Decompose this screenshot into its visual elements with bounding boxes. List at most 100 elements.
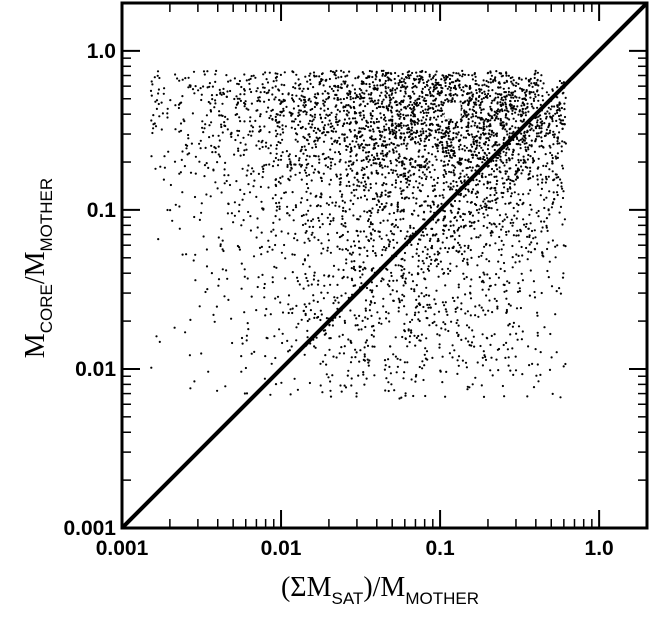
scatter-point bbox=[511, 256, 514, 259]
scatter-point bbox=[290, 126, 293, 129]
scatter-point bbox=[524, 77, 528, 80]
scatter-point bbox=[483, 119, 486, 122]
scatter-point bbox=[558, 142, 561, 145]
scatter-point bbox=[229, 89, 232, 93]
scatter-point bbox=[482, 129, 485, 132]
scatter-point bbox=[505, 107, 508, 110]
scatter-point bbox=[336, 108, 339, 111]
scatter-point bbox=[353, 145, 356, 148]
scatter-point bbox=[242, 219, 245, 222]
scatter-point bbox=[383, 125, 386, 128]
scatter-point bbox=[302, 95, 305, 98]
scatter-point bbox=[456, 319, 459, 322]
scatter-point bbox=[341, 209, 345, 212]
scatter-point bbox=[308, 74, 311, 77]
scatter-point bbox=[409, 138, 412, 141]
scatter-point bbox=[518, 287, 521, 290]
scatter-point bbox=[378, 94, 382, 97]
scatter-point bbox=[523, 91, 527, 94]
scatter-point bbox=[361, 273, 364, 276]
scatter-point bbox=[395, 124, 398, 128]
scatter-point bbox=[547, 241, 550, 244]
scatter-point bbox=[564, 245, 567, 248]
scatter-point bbox=[252, 170, 255, 173]
scatter-point bbox=[261, 165, 264, 168]
scatter-point bbox=[473, 136, 476, 139]
scatter-point bbox=[538, 145, 541, 148]
scatter-point bbox=[525, 246, 528, 250]
scatter-point bbox=[463, 110, 466, 114]
scatter-point bbox=[543, 206, 546, 210]
y-tick-label: 0.1 bbox=[87, 199, 117, 222]
scatter-point bbox=[332, 89, 335, 93]
scatter-point bbox=[508, 132, 511, 135]
scatter-point bbox=[470, 341, 474, 344]
scatter-point bbox=[425, 286, 428, 289]
scatter-point bbox=[272, 221, 275, 224]
scatter-point bbox=[431, 164, 434, 167]
scatter-point bbox=[257, 172, 260, 175]
scatter-point bbox=[280, 230, 283, 233]
scatter-point bbox=[545, 132, 548, 135]
scatter-point bbox=[323, 284, 326, 287]
scatter-point bbox=[436, 250, 439, 253]
scatter-point bbox=[488, 129, 491, 132]
scatter-point bbox=[265, 78, 268, 81]
scatter-point bbox=[450, 211, 453, 214]
scatter-point bbox=[384, 389, 387, 392]
scatter-point bbox=[238, 79, 241, 83]
scatter-point bbox=[517, 234, 520, 237]
scatter-point bbox=[184, 143, 187, 146]
scatter-point bbox=[477, 211, 480, 214]
scatter-point bbox=[371, 249, 375, 253]
scatter-point bbox=[532, 107, 535, 110]
scatter-point bbox=[306, 319, 309, 323]
scatter-point bbox=[531, 124, 534, 127]
scatter-point bbox=[411, 111, 414, 114]
scatter-point bbox=[476, 361, 479, 364]
scatter-point bbox=[433, 168, 436, 171]
scatter-point bbox=[554, 256, 557, 259]
scatter-point bbox=[479, 344, 482, 348]
scatter-point bbox=[302, 214, 305, 217]
scatter-point bbox=[384, 94, 387, 97]
scatter-point bbox=[218, 114, 221, 117]
scatter-point bbox=[210, 144, 213, 147]
scatter-point bbox=[421, 184, 424, 187]
scatter-point bbox=[384, 146, 388, 149]
scatter-point bbox=[524, 111, 527, 114]
scatter-point bbox=[358, 253, 361, 256]
scatter-point bbox=[509, 201, 512, 204]
scatter-point bbox=[392, 211, 396, 215]
scatter-point bbox=[550, 356, 553, 359]
scatter-point bbox=[322, 247, 325, 250]
scatter-point bbox=[409, 226, 412, 229]
scatter-point bbox=[373, 84, 376, 87]
scatter-point bbox=[303, 98, 306, 102]
scatter-point bbox=[342, 80, 345, 83]
scatter-point bbox=[352, 202, 355, 206]
scatter-point bbox=[374, 78, 377, 81]
scatter-point bbox=[443, 169, 446, 172]
scatter-point bbox=[303, 169, 306, 172]
scatter-point bbox=[311, 218, 315, 221]
scatter-point bbox=[550, 105, 554, 108]
scatter-point bbox=[521, 110, 524, 113]
scatter-point bbox=[485, 137, 488, 140]
scatter-point bbox=[313, 316, 316, 319]
scatter-point bbox=[244, 103, 247, 106]
scatter-point bbox=[471, 156, 474, 159]
scatter-point bbox=[549, 151, 552, 154]
scatter-point bbox=[361, 166, 364, 169]
scatter-point bbox=[387, 172, 390, 175]
scatter-point bbox=[444, 284, 447, 287]
scatter-point bbox=[271, 197, 274, 200]
scatter-point bbox=[393, 77, 396, 81]
scatter-point bbox=[371, 197, 374, 201]
scatter-point bbox=[237, 210, 241, 213]
scatter-point bbox=[346, 230, 349, 233]
scatter-point bbox=[552, 191, 555, 194]
scatter-point bbox=[322, 131, 325, 134]
scatter-point bbox=[348, 160, 351, 163]
scatter-point bbox=[471, 383, 474, 386]
